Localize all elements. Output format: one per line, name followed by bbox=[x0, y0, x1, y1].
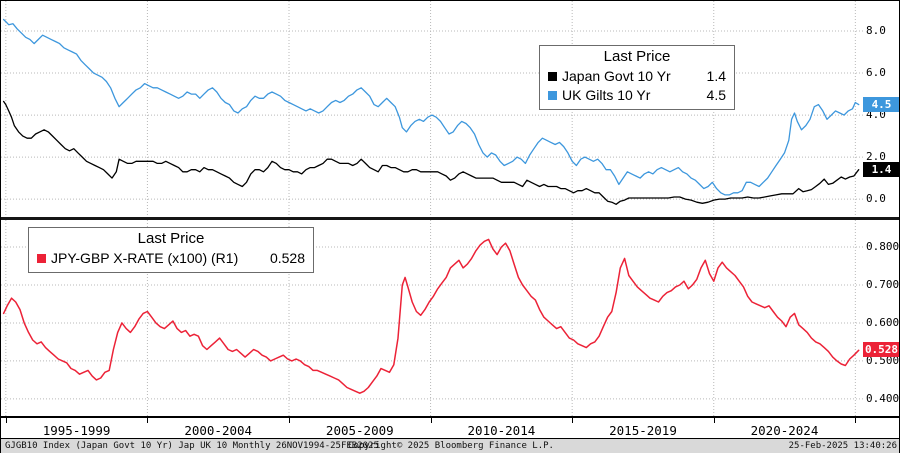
x-axis-range-label: 1995-1999 bbox=[42, 423, 111, 438]
x-axis-tick bbox=[713, 418, 715, 423]
y-axis-tick-label: 6.0 bbox=[866, 66, 886, 80]
x-axis-tick bbox=[289, 418, 290, 423]
y-axis-tick-label: 0.400 bbox=[866, 391, 900, 405]
y-axis-tick-label: 0.700 bbox=[866, 277, 900, 291]
x-axis-range-label: 2020-2024 bbox=[750, 423, 819, 438]
x-axis: 1995-1999 2000-2004 2005-2009 2010-2014 2015… bbox=[1, 416, 899, 438]
series-last-value: 1.4 bbox=[706, 68, 726, 84]
jpy-gbp-series-marker-icon bbox=[37, 254, 46, 263]
fx-panel-chart[interactable] bbox=[1, 220, 863, 416]
x-axis-tick bbox=[5, 418, 7, 423]
last-price-badge-jpy-gbp-x-rate-x100-r1: 0.528 bbox=[863, 342, 899, 358]
series-line-japan-govt-10-yr bbox=[2, 100, 860, 205]
last-price-badge-uk-gilts-10-yr: 4.5 bbox=[863, 96, 899, 112]
status-bar: GJGB10 Index (Japan Govt 10 Yr) Jap UK 1… bbox=[1, 438, 899, 453]
copyright-text: Copyright© 2025 Bloomberg Finance L.P. bbox=[348, 441, 554, 451]
series-last-value: 0.528 bbox=[269, 250, 305, 266]
x-axis-tick bbox=[855, 418, 857, 423]
x-axis-range-label: 2005-2009 bbox=[325, 423, 394, 438]
japan-series-marker-icon bbox=[548, 72, 557, 81]
series-label: UK Gilts 10 Yr bbox=[562, 87, 651, 103]
y-axis-tick-label: 8.0 bbox=[866, 24, 886, 38]
right-axis: 0.0 2.0 4.0 6.0 8.0 1.4 4.5 0.400 0.500 0.600 0.70… bbox=[863, 1, 900, 438]
series-last-value: 4.5 bbox=[706, 87, 726, 103]
y-axis-tick-label: 0.600 bbox=[866, 315, 900, 329]
chart-description-text: GJGB10 Index (Japan Govt 10 Yr) Jap UK 1… bbox=[5, 441, 379, 451]
panel-separator bbox=[1, 217, 899, 220]
series-line-uk-gilts-10-yr bbox=[2, 18, 860, 196]
x-axis-range-label: 2015-2019 bbox=[609, 423, 677, 438]
legend-fx: Last Price JPY-GBP X-RATE (x100) (R1) 0.… bbox=[28, 227, 314, 273]
legend-row-japan-govt-10yr[interactable]: Japan Govt 10 Yr 1.4 bbox=[548, 67, 726, 86]
legend-title: Last Price bbox=[137, 230, 205, 247]
last-price-badge-japan-govt-10-yr: 1.4 bbox=[863, 161, 899, 177]
legend-yields: Last Price Japan Govt 10 Yr 1.4 UK Gilts… bbox=[539, 45, 735, 110]
uk-series-marker-icon bbox=[548, 91, 557, 100]
x-axis-tick bbox=[147, 418, 149, 423]
x-axis-range-label: 2010-2014 bbox=[467, 423, 536, 438]
series-line-jpy-gbp-x-rate-x100-r1 bbox=[2, 238, 860, 394]
legend-title: Last Price bbox=[603, 48, 671, 65]
x-axis-range-label: 2000-2004 bbox=[184, 423, 253, 438]
legend-row-jpy-gbp-xrate[interactable]: JPY-GBP X-RATE (x100) (R1) 0.528 bbox=[37, 249, 305, 268]
y-axis-tick-label: 2.0 bbox=[866, 150, 886, 164]
timestamp-text: 25-Feb-2025 13:40:26 bbox=[788, 441, 897, 451]
x-axis-tick bbox=[572, 418, 574, 423]
series-label: Japan Govt 10 Yr bbox=[562, 68, 671, 84]
y-axis-tick-label: 0.0 bbox=[866, 192, 886, 206]
series-label: JPY-GBP X-RATE (x100) (R1) bbox=[51, 250, 239, 266]
x-axis-tick bbox=[430, 418, 432, 423]
legend-row-uk-gilts-10yr[interactable]: UK Gilts 10 Yr 4.5 bbox=[548, 86, 726, 105]
y-axis-tick-label: 0.800 bbox=[866, 239, 900, 253]
